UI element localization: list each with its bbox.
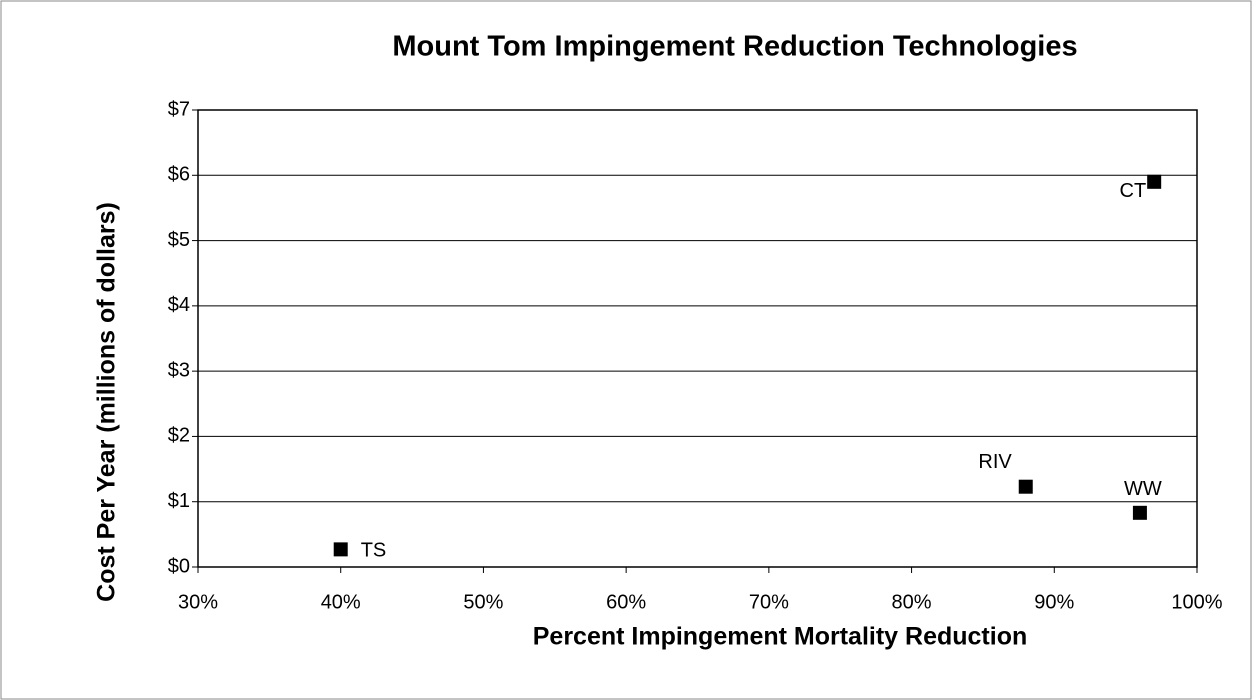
y-tick-label: $6 [168,164,190,186]
y-tick-label: $7 [168,98,190,120]
point-label: RIV [978,451,1012,473]
point-label: TS [361,540,387,562]
plot-area [197,109,1198,568]
y-tick-label: $0 [168,555,190,577]
x-tick-label: 70% [749,591,789,613]
x-tick-label: 80% [892,591,932,613]
x-tick-label: 100% [1171,591,1222,613]
y-axis-label: Cost Per Year (millions of dollars) [93,202,121,602]
point-label: WW [1124,478,1162,500]
point [1132,505,1147,520]
point [1018,479,1033,494]
x-tick-label: 30% [178,591,218,613]
x-tick-label: 90% [1034,591,1074,613]
y-tick-label: $5 [168,229,190,251]
y-tick-label: $4 [168,294,190,316]
x-axis-label: Percent Impingement Mortality Reduction [533,623,1028,651]
point [1147,174,1162,189]
x-tick-label: 60% [606,591,646,613]
x-tick-label: 40% [321,591,361,613]
y-tick-label: $1 [168,490,190,512]
point-label: CT [1120,180,1147,202]
chart-title: Mount Tom Impingement Reduction Technolo… [392,31,1077,63]
y-tick-label: $2 [168,425,190,447]
x-tick-label: 50% [463,591,503,613]
y-tick-label: $3 [168,359,190,381]
point [333,542,348,557]
